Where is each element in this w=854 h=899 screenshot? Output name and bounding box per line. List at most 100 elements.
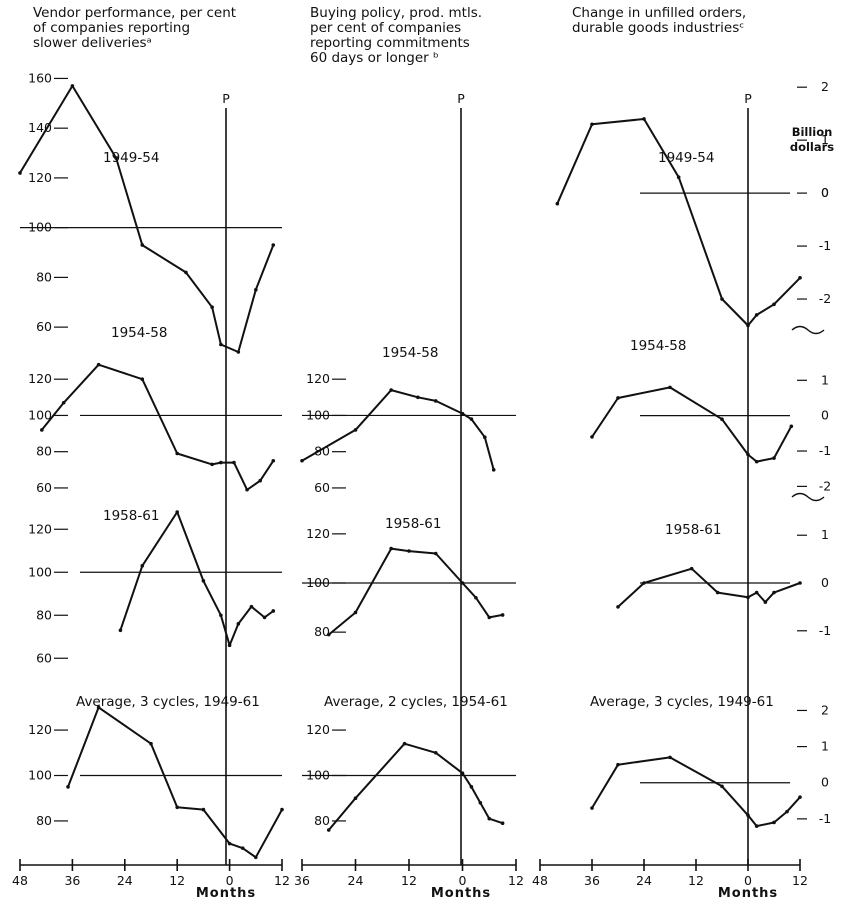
data-point — [720, 784, 724, 789]
x-tick-label: 24 — [117, 873, 133, 888]
series-label: Average, 3 cycles, 1949-61 — [76, 694, 260, 710]
data-point — [469, 417, 474, 421]
data-point — [353, 796, 358, 801]
data-point — [245, 487, 249, 492]
series-label: 1949-54 — [658, 150, 714, 166]
y-tick-label: 100 — [28, 407, 52, 422]
y-tick-label: -1 — [819, 443, 831, 458]
data-point — [590, 806, 594, 810]
data-point — [236, 350, 241, 354]
y-tick-label: -2 — [819, 291, 831, 306]
data-point — [18, 171, 22, 175]
y-tick-label: 80 — [36, 269, 52, 284]
series-line — [41, 363, 275, 491]
series-line — [328, 742, 503, 831]
y-tick-label: 120 — [306, 722, 330, 737]
data-point — [460, 771, 465, 776]
x-tick-label: 12 — [792, 873, 808, 888]
axis-break-mark — [791, 492, 825, 502]
data-point — [590, 435, 594, 439]
right-axis-unit: dollars — [790, 140, 834, 154]
y-tick-label: 60 — [36, 319, 52, 334]
y-tick-label: 100 — [28, 564, 52, 579]
y-tick-label: 80 — [36, 813, 52, 828]
y-tick-label-zero: 0 — [821, 408, 829, 423]
data-point — [402, 741, 407, 746]
data-point — [616, 396, 620, 400]
data-point — [227, 643, 232, 648]
y-tick-label: 100 — [306, 575, 330, 590]
data-point — [785, 809, 789, 814]
column-title-line: 60 days or longer ᵇ — [310, 50, 439, 66]
y-tick-label: 80 — [314, 624, 330, 639]
y-tick-label: 120 — [306, 371, 330, 386]
series-line — [119, 511, 274, 647]
series-label: 1958-61 — [385, 516, 441, 532]
data-point — [407, 549, 411, 553]
y-tick-label: 60 — [36, 480, 52, 495]
column-title-line: of companies reporting — [33, 20, 190, 36]
data-point — [746, 595, 750, 600]
data-point — [642, 581, 646, 585]
data-point — [389, 546, 393, 551]
y-tick-label: 100 — [28, 768, 52, 783]
y-tick-label: -2 — [819, 478, 831, 493]
y-tick-label-zero: 0 — [821, 185, 829, 200]
data-point — [500, 613, 505, 617]
data-point — [140, 377, 145, 381]
data-point — [232, 460, 236, 465]
y-tick-label: 2 — [821, 702, 829, 717]
y-tick-label-zero: 0 — [821, 775, 829, 790]
data-point — [754, 313, 759, 317]
peak-marker: P — [457, 91, 465, 106]
x-tick-label: 36 — [294, 873, 310, 888]
data-point — [300, 458, 304, 463]
data-point — [642, 117, 646, 121]
data-point — [40, 428, 44, 432]
data-point — [754, 590, 759, 595]
x-axis-label: Months — [431, 886, 491, 899]
series-line — [617, 567, 801, 608]
y-tick-label: 120 — [28, 371, 52, 386]
column-title-line: Buying policy, prod. mtls. — [310, 5, 482, 21]
column-title-line: Vendor performance, per cent — [33, 5, 236, 21]
data-point — [668, 755, 672, 760]
panel-unfilled: -1 1 0 1958-61 — [616, 522, 831, 638]
data-point — [389, 388, 393, 392]
data-point — [210, 462, 214, 467]
series-label: Average, 2 cycles, 1954-61 — [324, 694, 508, 710]
data-point — [433, 750, 438, 755]
data-point — [772, 456, 776, 460]
data-point — [175, 510, 179, 514]
data-point — [175, 451, 179, 456]
data-point — [616, 605, 620, 609]
data-point — [720, 417, 724, 421]
data-point — [140, 243, 145, 247]
data-point — [754, 824, 759, 828]
column-title-line: per cent of companies — [310, 20, 461, 36]
data-point — [140, 564, 145, 568]
y-tick-label: 100 — [306, 407, 330, 422]
peak-marker: P — [222, 91, 230, 106]
series-label: 1954-58 — [630, 338, 686, 354]
data-point — [271, 458, 276, 463]
series-label: 1949-54 — [103, 150, 159, 166]
data-point — [487, 816, 492, 821]
data-point — [590, 122, 594, 127]
data-point — [689, 566, 694, 571]
data-point — [353, 428, 358, 432]
y-tick-label: 80 — [36, 607, 52, 622]
y-tick-label: 60 — [36, 650, 52, 665]
data-point — [772, 590, 776, 595]
y-tick-label-zero: 0 — [821, 575, 829, 590]
x-tick-label: 0 — [459, 873, 467, 888]
data-point — [491, 468, 496, 472]
y-tick-label: 120 — [28, 521, 52, 536]
data-point — [258, 478, 262, 483]
data-point — [227, 841, 232, 846]
panel-vendor: 60 80 100 120 1958-61 — [28, 508, 282, 665]
y-tick-label: 60 — [314, 480, 330, 495]
series-line — [591, 756, 801, 828]
series-line — [19, 84, 275, 353]
